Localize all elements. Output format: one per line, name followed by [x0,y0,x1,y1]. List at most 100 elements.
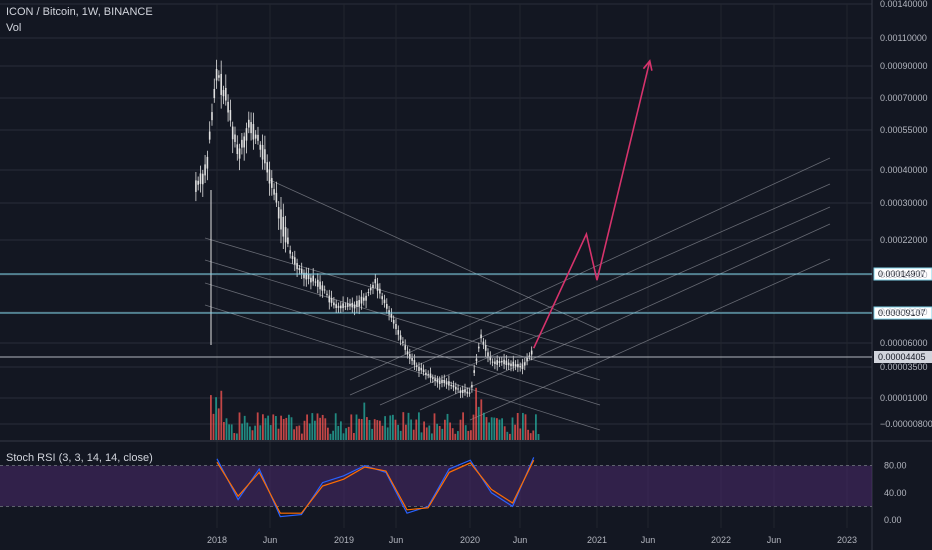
candle-body [277,207,280,219]
volume-bar [376,420,379,440]
candle-body [498,361,501,363]
time-tick-label: 2020 [460,535,480,545]
candle-body [464,389,466,393]
candle-body [365,295,367,301]
volume-bar [223,422,225,440]
price-tick-label: 0.00140000 [880,0,928,9]
trend-channel-lines [204,157,831,431]
volume-bar [285,417,288,440]
volume-bar [451,428,454,440]
candle-body [234,134,236,142]
candle-body [351,302,354,308]
time-tick-label: 2018 [207,535,227,545]
candle-body [480,334,482,339]
time-tick-label: Jun [263,535,278,545]
volume-bar [290,417,293,440]
channel-line-up [349,183,831,396]
price-tick-label: 0.00110000 [880,33,927,43]
candle-body [344,306,347,308]
volume-bar [210,395,212,440]
volume-bar [420,432,423,440]
volume-bar [428,425,431,440]
volume-bar [415,419,418,440]
candle-body [307,273,310,280]
volume-bar [262,414,264,440]
volume-bar [311,413,314,440]
candle-body [270,178,273,188]
volume-bar [230,424,233,440]
candle-body [349,303,351,307]
price-tick-label: 0.00003500 [880,362,928,372]
candle-body [218,75,220,78]
candle-body [427,374,429,376]
volume-bar [249,426,251,440]
volume-bar [529,433,532,440]
candle-body [291,255,294,259]
price-level-tag-text: 0.00009107 [878,308,926,318]
volume-bar [527,429,529,440]
volume-bar [282,418,285,440]
candle-body [330,297,333,303]
volume-bar [506,431,509,440]
price-tick-label: 0.00001000 [880,393,928,403]
projection-path [532,60,651,349]
volume-bar [337,426,340,440]
candle-body [220,73,222,95]
volume-bar [368,419,371,440]
candle-body [436,379,439,383]
price-tick-label: 0.00040000 [880,165,928,175]
volume-bar [423,421,425,440]
candle-body [326,293,328,295]
volume-bar [275,415,277,440]
candle-body [450,384,452,386]
price-level-tag-text: 0.00014907 [878,269,926,279]
candle-body [526,358,528,362]
candle-body [280,209,282,230]
price-level-tag-text: 0.00004405 [878,352,926,362]
candle-body [268,169,271,184]
candle-body [415,365,418,367]
volume-bar [524,414,527,440]
price-tick-label: 0.00070000 [880,93,928,103]
candle-body [293,257,296,265]
volume-bar [215,397,217,440]
candle-body [459,390,462,393]
candle-body [261,144,264,160]
volume-bar [308,423,311,440]
volume-bar [454,433,457,440]
candle-body [418,366,420,372]
volume-bar [329,433,332,440]
candle-body [452,385,455,388]
volume-bar [457,431,459,440]
candle-body [406,351,409,355]
candle-body [227,101,229,113]
volume-bar [295,426,298,440]
candle-body [337,305,340,308]
volume-bar [303,420,306,440]
candle-body [454,386,457,390]
volume-bar [379,420,381,440]
candle-body [197,180,199,185]
candle-body [321,285,324,291]
candle-body [229,110,232,121]
stoch-tick-label: 40.00 [884,488,907,498]
candle-body [489,356,492,361]
projection-arrowhead [642,59,653,71]
volume-bar [366,417,368,440]
candle-body [257,134,259,141]
candle-body [477,346,480,349]
volume-bars [210,387,540,440]
volume-bar [360,419,363,440]
volume-bar [501,418,503,440]
candle-body [195,180,197,192]
candle-body [284,227,287,243]
time-tick-label: 2023 [837,535,857,545]
price-level-lines: 0.00014907 0.00009107 0.00004405 [0,267,932,363]
time-tick-label: 2022 [711,535,731,545]
volume-bar [220,390,223,440]
candle-body [208,131,211,140]
volume-bar [485,417,488,440]
candle-body [429,373,432,378]
volume-bar [490,417,493,440]
